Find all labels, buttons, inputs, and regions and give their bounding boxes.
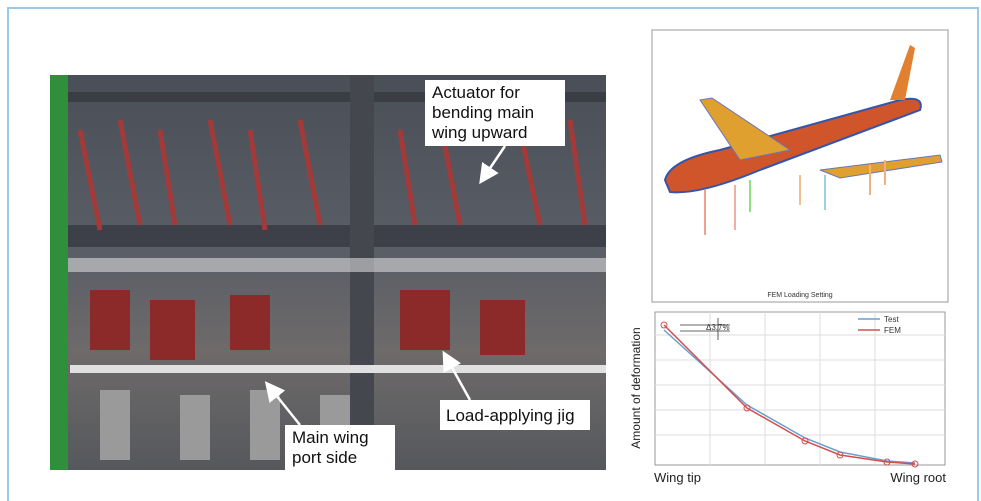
plot-annotation: Δ3.7% <box>706 323 730 332</box>
figure: Actuator for bending main wing upward Lo… <box>0 0 981 501</box>
legend-label: Test <box>884 315 899 324</box>
y-axis-label: Amount of deformation <box>629 327 643 448</box>
fem-image: FEM Loading Setting <box>652 30 948 302</box>
deformation-plot: Δ3.7% Test FEM Amount of deformation Win… <box>629 312 946 485</box>
x-label: Wing root <box>890 470 946 485</box>
annotation-line: Actuator for <box>432 83 520 102</box>
annotation-line: wing upward <box>431 123 527 142</box>
annotation-line: port side <box>292 448 357 467</box>
annotation-line: bending main <box>432 103 534 122</box>
annotation-line: Main wing <box>292 428 369 447</box>
annotation-line: Load-applying jig <box>446 406 575 425</box>
legend-label: FEM <box>884 326 901 335</box>
fem-caption: FEM Loading Setting <box>767 292 832 299</box>
x-label: Wing tip <box>654 470 701 485</box>
